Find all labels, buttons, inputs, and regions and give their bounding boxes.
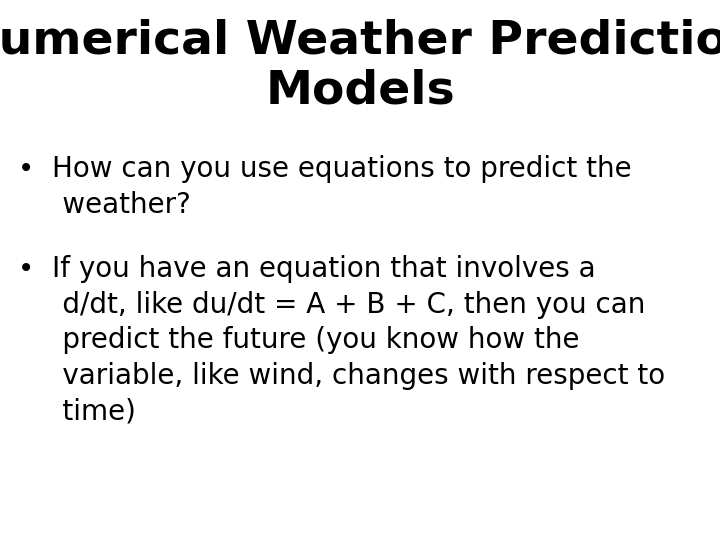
Text: •  How can you use equations to predict the
     weather?: • How can you use equations to predict t… [18,155,631,219]
Text: Numerical Weather Prediction
Models: Numerical Weather Prediction Models [0,18,720,113]
Text: •  If you have an equation that involves a
     d/dt, like du/dt = A + B + C, th: • If you have an equation that involves … [18,255,665,426]
